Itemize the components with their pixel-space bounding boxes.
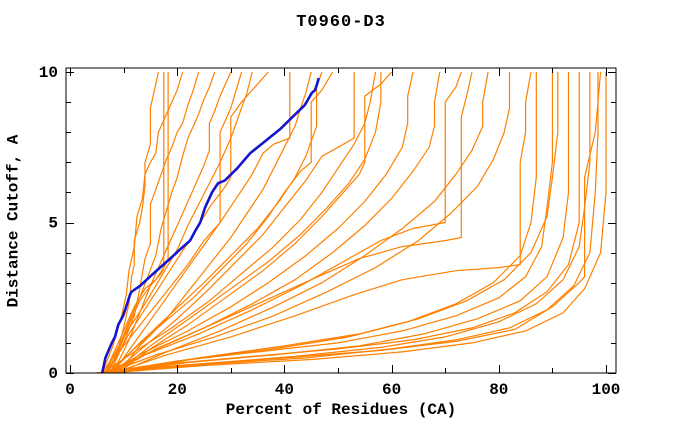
model-line <box>102 72 591 374</box>
model-line <box>107 72 607 374</box>
model-line <box>107 72 511 374</box>
model-line <box>96 72 580 374</box>
chart-title: T0960-D3 <box>296 13 386 32</box>
model-line <box>104 71 253 374</box>
model-line <box>101 71 216 374</box>
model-line <box>109 71 200 374</box>
y-tick-label: 10 <box>39 64 58 82</box>
model-line <box>112 72 599 374</box>
model-line <box>106 71 159 374</box>
x-tick-label: 20 <box>168 381 187 399</box>
model-line <box>109 71 323 374</box>
x-axis-label: Percent of Residues (CA) <box>225 401 457 419</box>
model-line <box>101 71 462 374</box>
x-tick-label: 60 <box>382 381 401 399</box>
model-line <box>107 71 334 374</box>
model-line <box>112 72 537 374</box>
model-line <box>107 71 414 374</box>
x-tick-label: 0 <box>65 381 75 399</box>
model-line <box>101 71 184 374</box>
model-line <box>117 71 393 374</box>
y-tick-label: 5 <box>48 215 58 233</box>
model-line <box>117 71 312 374</box>
plot-frame <box>65 67 617 374</box>
model-line <box>118 72 559 374</box>
model-line <box>112 71 441 374</box>
model-line <box>102 72 554 374</box>
model-line <box>106 71 269 374</box>
model-line <box>96 71 602 374</box>
model-line <box>115 72 382 374</box>
x-tick-label: 80 <box>489 381 508 399</box>
model-line <box>112 72 291 374</box>
highlighted-model-line <box>100 77 320 374</box>
model-line <box>104 71 243 374</box>
y-tick-label: 0 <box>48 365 58 383</box>
model-line <box>117 71 489 374</box>
model-line <box>112 71 532 374</box>
x-tick-label: 100 <box>592 381 621 399</box>
x-tick-label: 40 <box>275 381 294 399</box>
model-line <box>107 71 473 374</box>
model-line <box>112 72 355 374</box>
